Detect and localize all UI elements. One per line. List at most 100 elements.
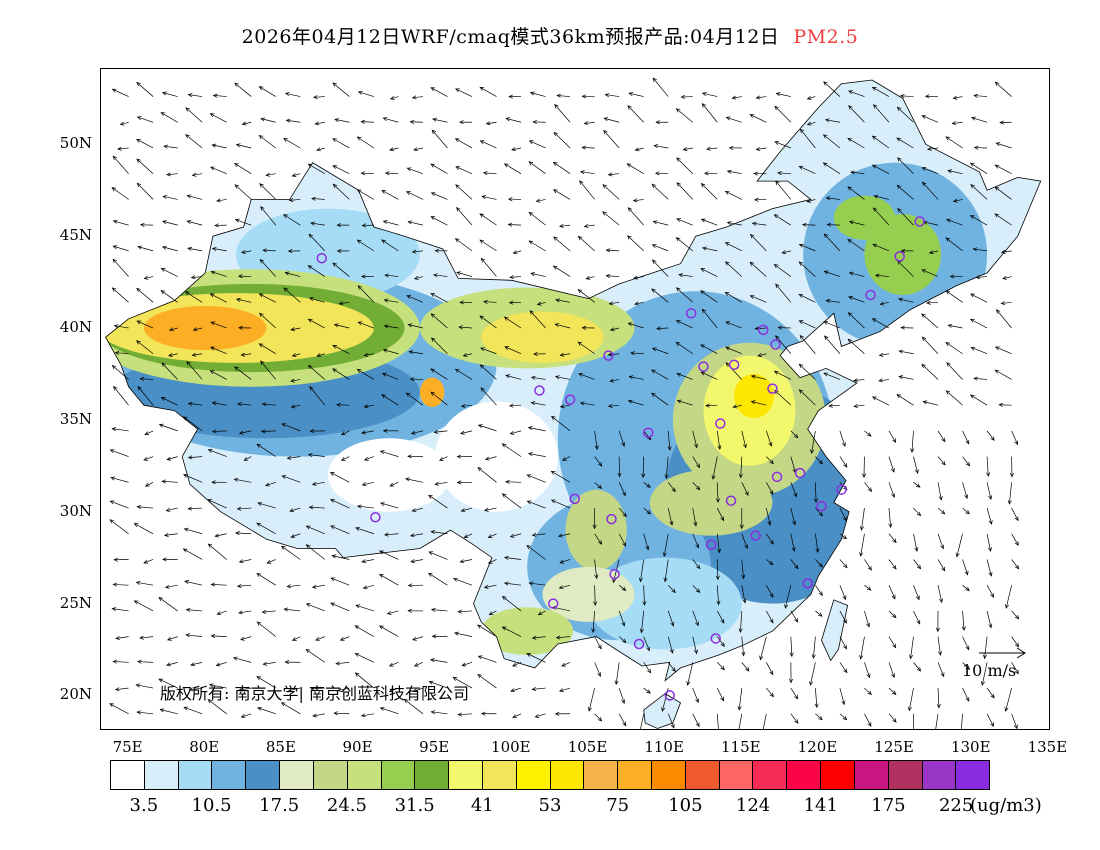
wind-vector (627, 207, 644, 226)
wind-vector (738, 456, 743, 479)
wind-vector (815, 456, 823, 465)
wind-vector (504, 555, 522, 560)
wind-vector (634, 147, 644, 152)
wind-vector (382, 348, 399, 355)
wind-vector (234, 82, 252, 97)
wind-vector (784, 585, 792, 609)
wind-vector (766, 610, 774, 624)
wind-vector (775, 283, 792, 303)
wind-vector (859, 636, 865, 660)
wind-vector (994, 369, 1012, 380)
city-marker (633, 638, 645, 650)
wind-vector (725, 116, 742, 123)
wind-vector (363, 456, 374, 461)
wind-vector (135, 683, 154, 689)
wind-vector (191, 352, 203, 357)
wind-vector (311, 196, 325, 201)
wind-vector (243, 456, 252, 461)
wind-vector (256, 621, 276, 637)
wind-vector (955, 533, 963, 558)
wind-vector (766, 687, 774, 698)
wind-vector (357, 90, 374, 97)
wind-vector (308, 297, 325, 303)
wind-vector (994, 81, 1012, 97)
wind-vector (456, 271, 473, 277)
wind-vector (487, 533, 497, 538)
wind-vector (790, 430, 799, 439)
wind-vector (999, 120, 1012, 125)
wind-vector (907, 688, 914, 712)
wind-vector (766, 585, 774, 598)
wind-vector (330, 499, 350, 509)
wind-vector (160, 397, 178, 406)
wind-vector (509, 275, 522, 280)
wind-vector (692, 584, 701, 593)
colorbar-tick-label: 41 (470, 795, 494, 816)
wind-vector (593, 585, 598, 607)
wind-vector (383, 298, 399, 303)
wind-vector (291, 173, 301, 177)
wind-vector (972, 247, 988, 252)
wind-vector (238, 610, 252, 615)
wind-vector (754, 326, 767, 331)
wind-vector (119, 121, 129, 126)
wind-vector (700, 344, 718, 355)
reference-vector-arrowhead (1016, 647, 1026, 659)
wind-vector (716, 713, 719, 729)
wind-vector (158, 678, 178, 689)
wind-vector (455, 184, 473, 200)
wind-vector (528, 211, 546, 226)
wind-vector (433, 273, 448, 278)
wind-vector (937, 456, 946, 466)
colorbar-swatch (922, 761, 957, 789)
wind-vector (430, 368, 448, 380)
wind-vector (755, 95, 767, 100)
wind-vector (405, 477, 424, 483)
wind-vector (962, 584, 970, 592)
wind-vector (602, 184, 620, 200)
wind-vector (716, 636, 725, 647)
wind-vector (986, 533, 992, 552)
wind-vector (290, 404, 301, 409)
wind-vector (312, 95, 325, 100)
wind-vector (583, 224, 595, 229)
city-marker (750, 530, 761, 541)
wind-vector (280, 702, 301, 715)
wind-vector (642, 585, 647, 606)
wind-vector (913, 585, 920, 601)
contour-white (327, 438, 451, 512)
wind-vector (594, 482, 603, 489)
colorbar-tick-label: 175 (871, 795, 906, 816)
wind-vector (330, 577, 350, 586)
wind-vector (749, 114, 767, 123)
wind-vector (753, 171, 767, 176)
wind-vector (480, 387, 497, 406)
wind-vector (192, 327, 203, 332)
wind-vector (888, 687, 897, 696)
colorbar-swatch (482, 761, 517, 789)
wind-vector (839, 456, 848, 468)
wind-vector (281, 423, 301, 432)
wind-vector (409, 377, 423, 382)
wind-vector (161, 245, 178, 252)
wind-vector (900, 248, 914, 253)
wind-vector (286, 455, 301, 460)
wind-vector (847, 239, 865, 252)
wind-vector (577, 289, 595, 303)
wind-vector (111, 287, 129, 303)
wind-vector (947, 169, 963, 175)
wind-vector (749, 233, 767, 252)
wind-vector (675, 108, 693, 123)
wind-vector (725, 321, 742, 329)
wind-vector (773, 264, 792, 277)
wind-vector (431, 129, 448, 149)
wind-vector (553, 236, 571, 252)
wind-vector (454, 138, 473, 149)
wind-vector (133, 600, 154, 612)
wind-vector (257, 501, 276, 509)
wind-vector (717, 662, 725, 671)
wind-vector (413, 275, 424, 280)
wind-vector (815, 584, 823, 597)
wind-vector (339, 636, 350, 641)
wind-vector (512, 713, 522, 718)
